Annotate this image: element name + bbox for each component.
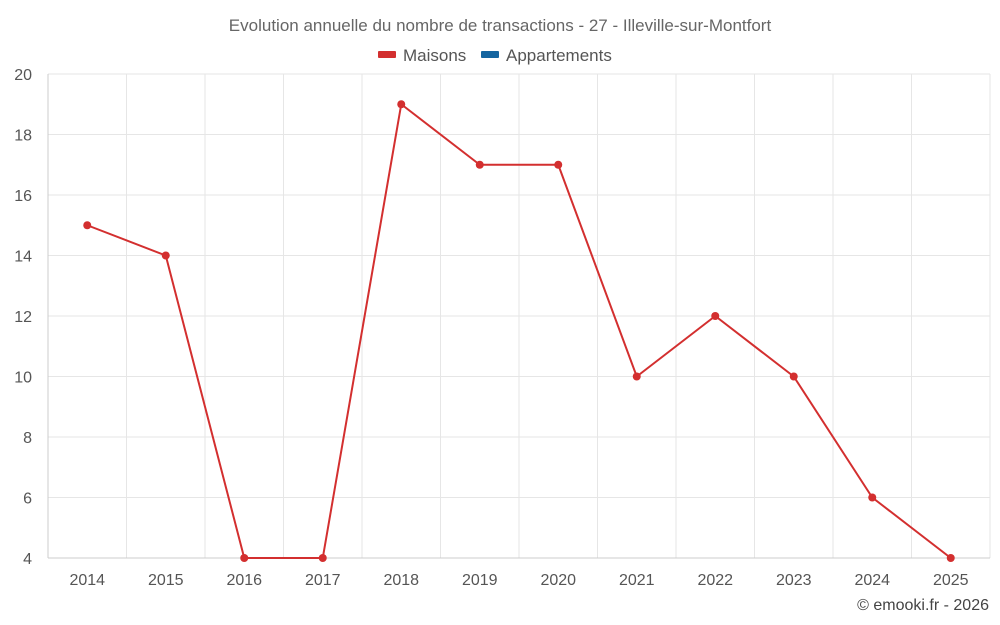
series-line-maisons bbox=[86, 103, 952, 559]
chart-title: Evolution annuelle du nombre de transact… bbox=[229, 16, 772, 35]
data-point[interactable] bbox=[318, 554, 327, 562]
legend-swatch-appartements bbox=[481, 51, 499, 58]
legend-item-appartements[interactable]: Appartements bbox=[481, 46, 612, 65]
axes: 4 6 8 10 12 14 16 18 20 2014 2015 2016 2017 2018 2019 2… bbox=[14, 67, 990, 589]
y-tick-label: 16 bbox=[14, 188, 32, 205]
legend-item-maisons[interactable]: Maisons bbox=[378, 46, 466, 65]
y-tick-label: 20 bbox=[14, 67, 32, 84]
data-point[interactable] bbox=[868, 493, 877, 502]
data-point[interactable] bbox=[161, 251, 170, 260]
data-point[interactable] bbox=[946, 554, 955, 562]
y-tick-label: 10 bbox=[14, 370, 32, 387]
x-tick-label: 2015 bbox=[148, 572, 184, 589]
x-tick-label: 2017 bbox=[305, 572, 341, 589]
y-tick-label: 12 bbox=[14, 309, 32, 326]
legend-label-appartements: Appartements bbox=[506, 46, 612, 65]
legend: Maisons Appartements bbox=[378, 46, 612, 65]
x-tick-label: 2018 bbox=[383, 572, 419, 589]
y-tick-label: 4 bbox=[23, 551, 32, 568]
x-tick-label: 2016 bbox=[226, 572, 262, 589]
x-tick-label: 2023 bbox=[776, 572, 812, 589]
y-tick-label: 6 bbox=[23, 491, 32, 508]
data-point[interactable] bbox=[240, 554, 249, 562]
data-point[interactable] bbox=[554, 160, 563, 169]
data-point[interactable] bbox=[475, 160, 484, 169]
legend-label-maisons: Maisons bbox=[403, 46, 466, 65]
y-tick-label: 18 bbox=[14, 128, 32, 145]
data-point[interactable] bbox=[711, 312, 720, 320]
data-point[interactable] bbox=[397, 100, 406, 109]
x-tick-label: 2019 bbox=[462, 572, 498, 589]
legend-swatch-maisons bbox=[378, 51, 396, 58]
x-tick-label: 2020 bbox=[540, 572, 576, 589]
x-tick-label: 2014 bbox=[69, 572, 105, 589]
data-point[interactable] bbox=[632, 372, 641, 381]
x-tick-label: 2024 bbox=[854, 572, 890, 589]
series-maisons bbox=[83, 100, 955, 562]
data-point[interactable] bbox=[83, 221, 92, 230]
x-tick-label: 2021 bbox=[619, 572, 655, 589]
grid bbox=[47, 73, 991, 559]
data-point[interactable] bbox=[789, 372, 798, 381]
y-tick-label: 14 bbox=[14, 249, 32, 266]
credit-text: © emooki.fr - 2026 bbox=[857, 597, 989, 614]
x-tick-label: 2025 bbox=[933, 572, 969, 589]
y-tick-label: 8 bbox=[23, 430, 32, 447]
x-tick-label: 2022 bbox=[697, 572, 733, 589]
